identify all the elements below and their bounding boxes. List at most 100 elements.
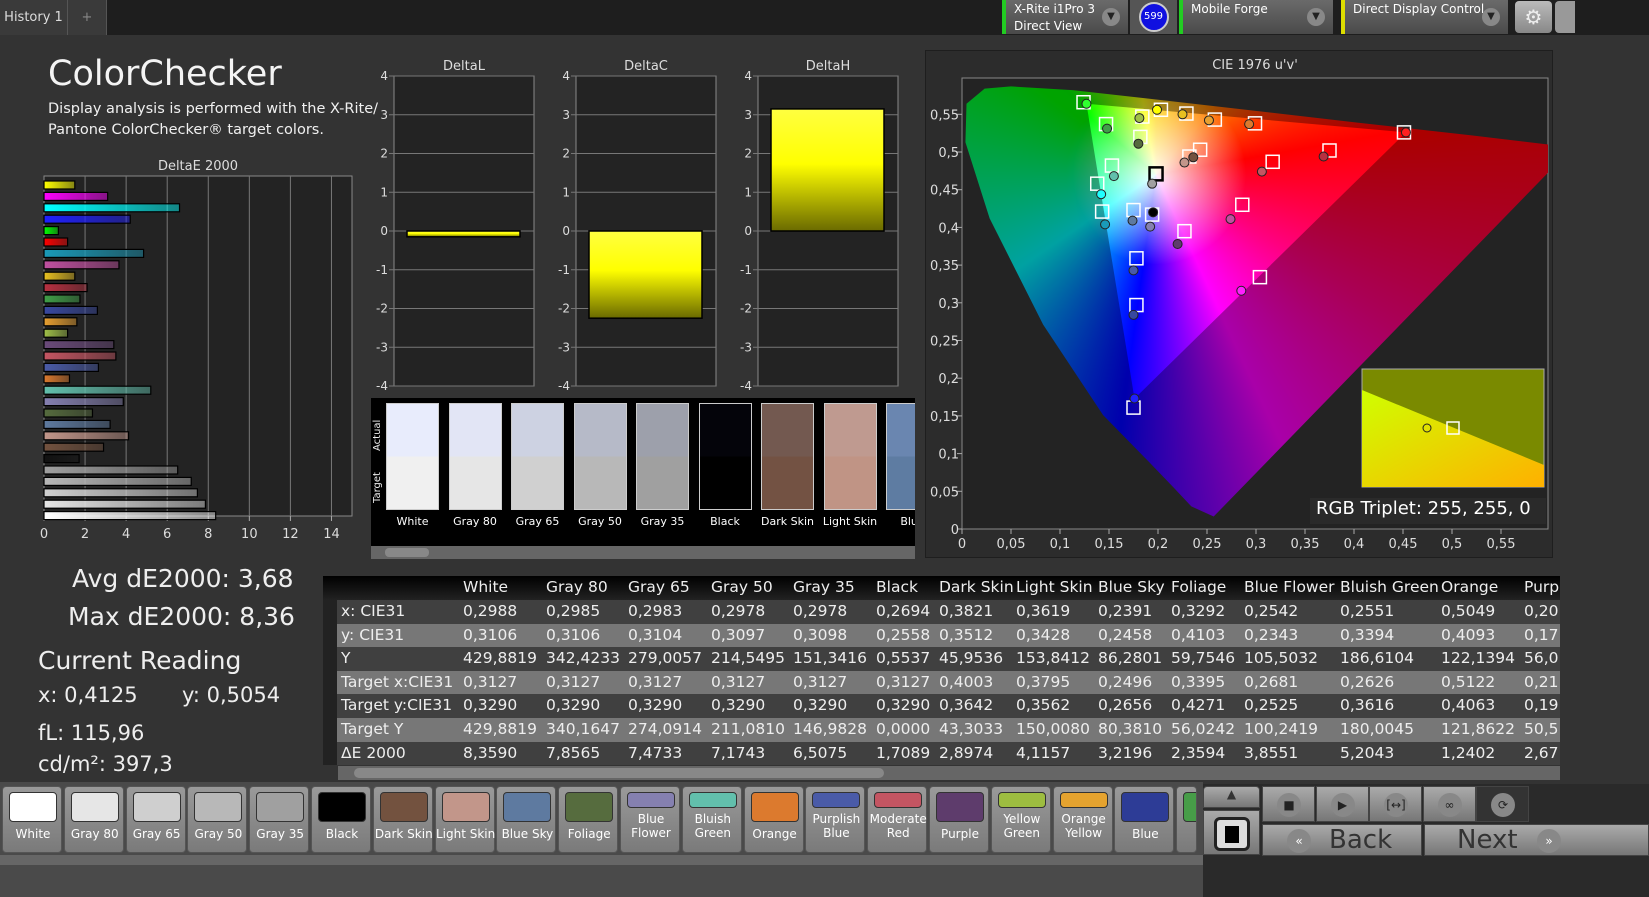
swatch-comparison: [386, 403, 439, 510]
label-line: Red: [886, 826, 910, 840]
strip-scrollbar[interactable]: [371, 546, 915, 559]
deltae-bar: [43, 203, 181, 213]
column-header[interactable]: Gray 80: [546, 578, 608, 596]
swatch-button[interactable]: Orange: [743, 786, 804, 853]
refresh-button[interactable]: ⟳: [1476, 786, 1529, 822]
deltae-bar: [43, 340, 115, 350]
deltae-bar: [43, 271, 76, 281]
chevron-up-icon[interactable]: ▲: [1203, 786, 1260, 808]
fit-icon: [↔]: [1384, 793, 1408, 817]
column-header[interactable]: Dark Skin: [939, 578, 1014, 596]
swatch-button[interactable]: Gray 50: [187, 786, 248, 853]
swatch-button[interactable]: Gray 35: [249, 786, 310, 853]
column-header[interactable]: Bluish Green: [1340, 578, 1439, 596]
table-cell: 0,4003: [939, 672, 994, 691]
swatch-button[interactable]: Bluish Green: [681, 786, 742, 853]
column-header[interactable]: Foliage: [1171, 578, 1227, 596]
double-chevron-left-icon: «: [1287, 829, 1311, 853]
deltae-bar: [43, 328, 69, 338]
display-dropdown[interactable]: Direct Display Control ▼: [1341, 0, 1508, 34]
swatch-button[interactable]: Gray 80: [63, 786, 124, 853]
play-button[interactable]: ▶: [1315, 786, 1369, 822]
swatch-button[interactable]: Foliage: [558, 786, 619, 853]
label-line: Blue: [823, 826, 850, 840]
source-dropdown[interactable]: Mobile Forge ▼: [1179, 0, 1333, 34]
gear-icon[interactable]: ⚙: [1515, 1, 1552, 33]
target-marker: [1094, 204, 1110, 219]
back-button[interactable]: « Back: [1262, 824, 1422, 856]
meter-dropdown[interactable]: X-Rite i1Pro 3 Direct View ▼: [1002, 0, 1128, 34]
reading-count-badge[interactable]: 599: [1138, 2, 1169, 32]
y-tick-label: -1: [558, 263, 570, 277]
y-tick-label: 4: [380, 69, 388, 83]
next-button[interactable]: Next »: [1424, 824, 1649, 856]
swatch-button[interactable]: Purple: [929, 786, 989, 853]
delta-chart-title: DeltaL: [443, 59, 486, 74]
more-button[interactable]: [1555, 1, 1575, 33]
actual-label: Actual: [372, 419, 383, 451]
column-header[interactable]: Purp: [1524, 578, 1560, 596]
swatch-comparison: [511, 403, 564, 510]
loop-button[interactable]: ∞: [1422, 786, 1476, 822]
table-cell: 0,2542: [1244, 602, 1299, 620]
target-marker: [1252, 269, 1268, 285]
source-label: Mobile Forge: [1191, 2, 1268, 16]
swatch-button[interactable]: Blue: [1114, 786, 1175, 853]
avg-de2000: Avg dE2000: 3,68: [72, 564, 294, 593]
swatch-button[interactable]: Blue Sky: [496, 786, 557, 853]
x-tick-label: 0,05: [997, 537, 1026, 552]
y-tick-label: 0,55: [930, 108, 959, 123]
table-cell: 0,3642: [939, 696, 994, 715]
column-header[interactable]: Gray 50: [711, 578, 773, 596]
stop-mode-button[interactable]: [1203, 810, 1260, 855]
inset-target-marker: [1446, 421, 1460, 435]
swatch-label: Blue: [900, 515, 915, 528]
table-cell: 0,3290: [546, 696, 601, 715]
y-tick-label: -2: [376, 302, 388, 316]
x-tick-label: 0,35: [1291, 537, 1320, 552]
deltae-bar: [43, 397, 124, 407]
column-header[interactable]: Light Skin: [1016, 578, 1093, 596]
swatch-button[interactable]: Yellow Green: [990, 786, 1051, 853]
column-header[interactable]: Blue Flower: [1244, 578, 1335, 596]
swatch-scrollbar[interactable]: [0, 855, 1203, 865]
add-tab-button[interactable]: +: [68, 0, 107, 35]
swatch-label: Gray 65: [515, 515, 560, 528]
stop-button[interactable]: ■: [1262, 786, 1315, 822]
tab-history-1[interactable]: History 1: [0, 0, 68, 35]
swatch-label: Blue Sky: [501, 827, 554, 841]
target-marker: [1235, 197, 1250, 213]
y-tick-label: 0,25: [930, 335, 959, 350]
column-header[interactable]: Gray 35: [793, 578, 855, 596]
y-tick-label: 2: [744, 147, 752, 161]
swatch-button[interactable]: Dark Skin: [372, 786, 433, 853]
swatch-button[interactable]: Purplish Blue: [805, 786, 866, 853]
column-header[interactable]: White: [463, 578, 509, 596]
swatch-button[interactable]: Gray 65: [125, 786, 186, 853]
label-line: Orange: [1061, 812, 1106, 826]
column-header[interactable]: Gray 65: [628, 578, 690, 596]
top-bar: History 1 + X-Rite i1Pro 3 Direct View ▼ 5…: [0, 0, 1649, 35]
swatch-button[interactable]: White: [2, 786, 62, 853]
swatch-comparison: [823, 403, 877, 510]
swatch-button[interactable]: Black: [311, 786, 371, 853]
swatch-color: [627, 792, 675, 808]
x-tick-label: 0,5: [1442, 537, 1463, 552]
tab-label: History 1: [4, 10, 63, 25]
fit-button[interactable]: [↔]: [1369, 786, 1422, 822]
measured-marker: [1128, 265, 1139, 276]
swatch-button[interactable]: Light Skin: [434, 786, 495, 853]
y-tick-label: 0: [562, 224, 570, 238]
swatch-button[interactable]: Moderate Red: [867, 786, 928, 853]
table-scrollbar[interactable]: [338, 766, 1560, 780]
measured-marker: [1108, 171, 1119, 182]
swatch-button[interactable]: Gr: [1176, 786, 1198, 853]
table-cell: 0,2978: [711, 602, 766, 620]
column-header[interactable]: Blue Sky: [1098, 578, 1165, 596]
column-header[interactable]: Orange: [1441, 578, 1499, 596]
swatch-button[interactable]: Orange Yellow: [1052, 786, 1113, 853]
y-tick-label: -1: [376, 263, 388, 277]
swatch-button[interactable]: Blue Flower: [620, 786, 680, 853]
column-header[interactable]: Black: [876, 578, 918, 596]
deltae-bar: [43, 282, 88, 293]
